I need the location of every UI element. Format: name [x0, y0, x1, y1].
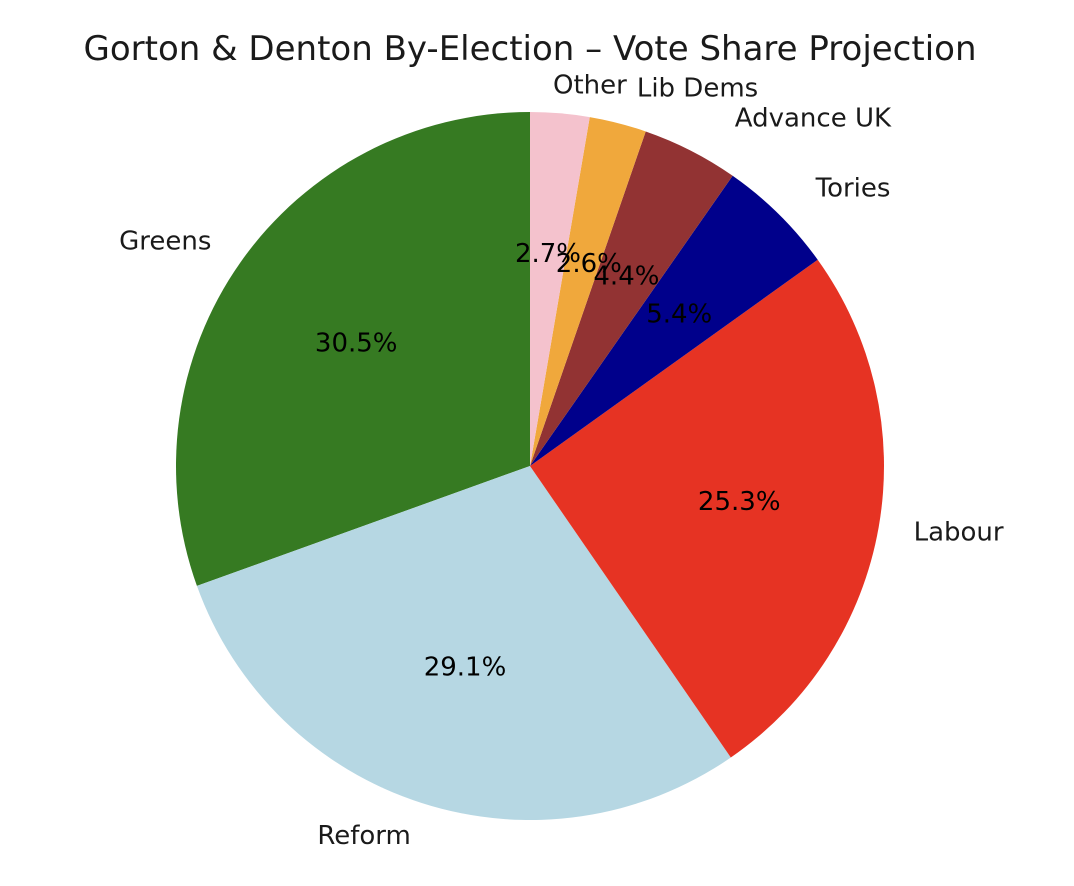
- percentage-label-greens: 30.5%: [315, 328, 398, 358]
- category-label-advance-uk: Advance UK: [735, 104, 892, 134]
- pie-slice-other: [530, 112, 590, 466]
- category-label-tories: Tories: [815, 173, 891, 203]
- chart-title: Gorton & Denton By-Election – Vote Share…: [84, 29, 977, 69]
- percentage-label-advance-uk: 4.4%: [593, 261, 659, 291]
- percentage-label-lib-dems: 2.6%: [556, 249, 622, 279]
- pie-slice-greens: [175, 112, 530, 586]
- category-label-other: Other: [553, 71, 627, 101]
- percentage-labels: 30.5% 29.1% 25.3% 5.4% 4.4%2.6%2.7%: [315, 239, 781, 683]
- pie-slice-lib-dems: [530, 117, 646, 466]
- pie-slices: [175, 112, 884, 820]
- category-label-labour: Labour: [914, 517, 1004, 547]
- category-label-greens: Greens: [119, 227, 211, 257]
- percentage-label-reform: 29.1%: [424, 653, 507, 683]
- percentage-label-labour: 25.3%: [698, 487, 781, 517]
- percentage-label-tories: 5.4%: [646, 299, 712, 329]
- pie-slice-reform: [196, 466, 731, 820]
- category-label-lib-dems: Lib Dems: [637, 73, 758, 103]
- percentage-label-other: 2.7%: [515, 239, 581, 269]
- category-label-reform: Reform: [317, 821, 411, 851]
- pie-slice-labour: [530, 259, 884, 758]
- pie-slice-advance-uk: [530, 131, 733, 466]
- pie-slice-tories: [530, 175, 818, 467]
